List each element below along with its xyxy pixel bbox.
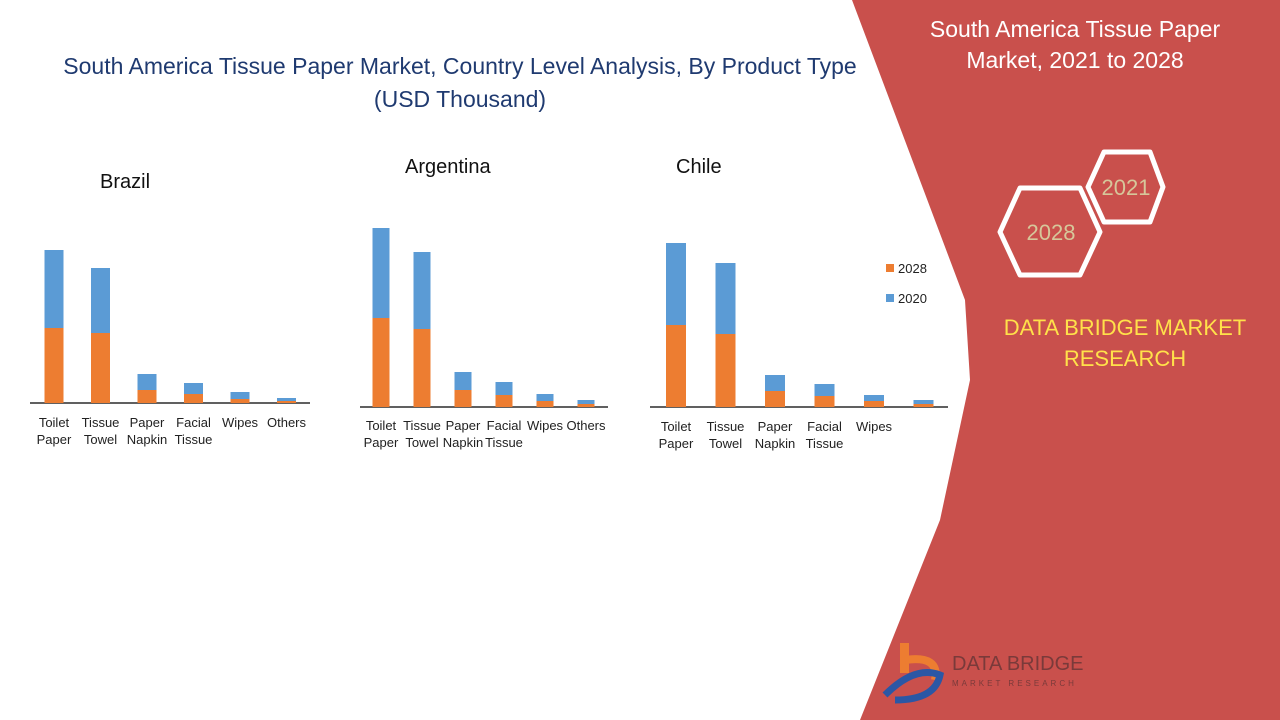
tick-label: Napkin xyxy=(127,432,167,447)
tick-label: Facial xyxy=(176,415,211,430)
bar-2028-facial-tissue xyxy=(184,394,203,403)
chart-chile: Toilet Paper Tissue Towel Paper Napkin Facial T… xyxy=(650,243,948,451)
legend-swatch-2028 xyxy=(886,264,894,272)
tick-label: Tissue xyxy=(707,419,745,434)
bar-2028-wipes xyxy=(536,401,554,407)
tick-label: Napkin xyxy=(755,436,795,451)
bar-2028-others xyxy=(913,404,934,407)
bar-2020-toilet-paper xyxy=(666,243,686,325)
hex-year-2021: 2021 xyxy=(1102,175,1151,200)
logo-text: DATA BRIDGE xyxy=(952,653,1084,675)
bar-2028-facial-tissue xyxy=(495,395,513,407)
chart-brazil: Toilet Paper Tissue Towel Paper Napkin Facial T… xyxy=(30,250,310,447)
tick-label: Facial xyxy=(487,418,522,433)
chart-title-chile: Chile xyxy=(676,156,722,178)
page-title: South America Tissue Paper Market, Count… xyxy=(63,53,857,112)
tick-label: Tissue xyxy=(403,418,441,433)
bar-2028-toilet-paper xyxy=(44,328,64,403)
bar-2020-others xyxy=(277,398,296,401)
legend-label-2020: 2020 xyxy=(898,291,927,306)
tick-label: Tissue xyxy=(175,432,213,447)
tick-label: Toilet xyxy=(661,419,692,434)
tick-label: Paper xyxy=(758,419,793,434)
tick-label: Toilet xyxy=(366,418,397,433)
tick-label: Towel xyxy=(405,435,438,450)
tick-label: Towel xyxy=(84,432,117,447)
bar-2020-tissue-towel xyxy=(715,263,736,334)
chart-title-argentina: Argentina xyxy=(405,156,491,178)
bar-2020-facial-tissue xyxy=(495,382,513,395)
bar-2020-wipes xyxy=(230,392,250,399)
side-title-line2: Market, 2021 to 2028 xyxy=(966,47,1184,73)
tick-label: Wipes xyxy=(527,418,564,433)
tick-label: Others xyxy=(267,415,307,430)
legend-swatch-2020 xyxy=(886,294,894,302)
bar-2020-wipes xyxy=(536,394,554,401)
bar-2020-toilet-paper xyxy=(44,250,64,328)
chart-argentina: Toilet Paper Tissue Towel Paper Napkin Facial T… xyxy=(360,228,608,450)
tick-label: Facial xyxy=(807,419,842,434)
bar-2028-paper-napkin xyxy=(454,390,472,407)
tick-label: Paper xyxy=(446,418,481,433)
bar-2028-wipes xyxy=(864,401,884,407)
bar-2028-toilet-paper xyxy=(372,318,390,407)
bar-2028-tissue-towel xyxy=(715,334,736,407)
tick-label: Paper xyxy=(364,435,399,450)
bar-2020-paper-napkin xyxy=(137,374,157,390)
bar-2020-paper-napkin xyxy=(454,372,472,390)
tick-label: Paper xyxy=(130,415,165,430)
tick-label: Wipes xyxy=(222,415,259,430)
brand-text: DATA BRIDGE MARKET RESEARCH xyxy=(985,312,1265,374)
bar-2028-paper-napkin xyxy=(765,391,785,407)
brand-line1: DATA BRIDGE MARKET xyxy=(1003,315,1247,340)
hex-2021 xyxy=(1085,149,1166,225)
bar-2020-paper-napkin xyxy=(765,375,785,391)
bar-2020-others xyxy=(577,400,595,404)
hex-year-2028: 2028 xyxy=(1027,220,1076,245)
side-panel-title: South America Tissue Paper Market, 2021 … xyxy=(905,14,1245,76)
tick-label: Tissue xyxy=(82,415,120,430)
bar-2028-facial-tissue xyxy=(814,396,835,407)
logo: DATA BRIDGE MARKET RESEARCH xyxy=(882,643,1084,704)
side-panel xyxy=(852,0,1280,720)
tick-label: Towel xyxy=(709,436,742,451)
brand-line2: RESEARCH xyxy=(1063,346,1187,371)
tick-label: Toilet xyxy=(39,415,70,430)
bar-2020-tissue-towel xyxy=(413,252,431,329)
tick-label: Tissue xyxy=(806,436,844,451)
side-title-line1: South America Tissue Paper xyxy=(929,16,1221,42)
legend-label-2028: 2028 xyxy=(898,261,927,276)
bar-2028-paper-napkin xyxy=(137,390,157,403)
bar-2028-wipes xyxy=(230,399,250,403)
bar-2020-others xyxy=(913,400,934,404)
tick-label: Tissue xyxy=(485,435,523,450)
bar-2020-tissue-towel xyxy=(91,268,110,333)
tick-label: Paper xyxy=(37,432,72,447)
bar-2020-wipes xyxy=(864,395,884,401)
bar-2020-facial-tissue xyxy=(184,383,203,394)
bar-2028-others xyxy=(577,404,595,407)
bar-2028-others xyxy=(277,401,296,403)
chart-title-brazil: Brazil xyxy=(100,171,151,193)
tick-label: Napkin xyxy=(443,435,483,450)
tick-label: Others xyxy=(566,418,606,433)
bar-2028-toilet-paper xyxy=(666,325,686,407)
tick-label: Wipes xyxy=(856,419,893,434)
bar-2020-facial-tissue xyxy=(814,384,835,396)
tick-label: Paper xyxy=(659,436,694,451)
bar-2028-tissue-towel xyxy=(91,333,110,403)
bar-2028-tissue-towel xyxy=(413,329,431,407)
logo-subtext: MARKET RESEARCH xyxy=(952,679,1077,688)
hex-2028 xyxy=(997,185,1103,278)
bar-2020-toilet-paper xyxy=(372,228,390,318)
